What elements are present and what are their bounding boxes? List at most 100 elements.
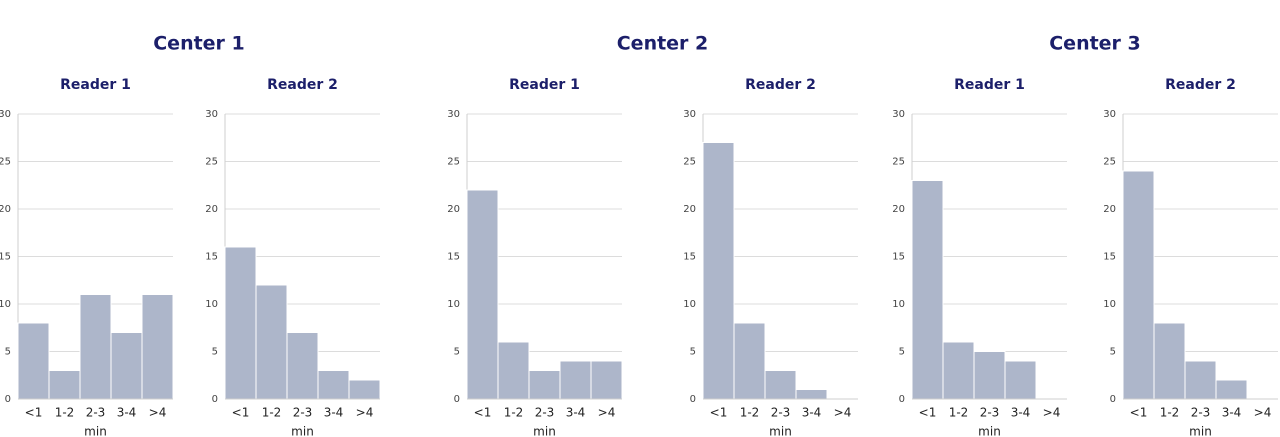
chart-title: Reader 2 bbox=[1165, 77, 1236, 93]
bar bbox=[702, 142, 735, 400]
y-tick-label: 10 bbox=[205, 299, 218, 310]
y-tick-label: 15 bbox=[447, 252, 460, 263]
x-tick-label: 2-3 bbox=[293, 406, 313, 420]
x-tick-label: 3-4 bbox=[566, 406, 586, 420]
bar bbox=[466, 189, 499, 400]
x-tick-label: 1-2 bbox=[504, 406, 524, 420]
bar bbox=[286, 332, 319, 400]
y-tick-label: 15 bbox=[0, 252, 11, 263]
y-tick-label: 25 bbox=[1103, 157, 1116, 168]
y-tick-label: 0 bbox=[1110, 394, 1116, 405]
x-tick-label: >4 bbox=[149, 406, 167, 420]
y-tick-label: 0 bbox=[5, 394, 11, 405]
bar bbox=[255, 284, 288, 400]
bar bbox=[1004, 360, 1037, 400]
bar bbox=[1153, 322, 1186, 400]
bar bbox=[911, 180, 944, 400]
x-tick-label: <1 bbox=[1130, 406, 1148, 420]
chart-title: Reader 2 bbox=[267, 77, 338, 93]
x-axis-label: min bbox=[291, 425, 314, 437]
y-tick-label: 10 bbox=[447, 299, 460, 310]
y-tick-label: 10 bbox=[0, 299, 11, 310]
bar bbox=[1184, 360, 1217, 400]
bar bbox=[141, 294, 174, 400]
y-tick-label: 30 bbox=[0, 109, 11, 120]
y-tick-label: 0 bbox=[690, 394, 696, 405]
group-title: Center 3 bbox=[1049, 33, 1141, 55]
x-axis-label: min bbox=[769, 425, 792, 437]
x-tick-label: 2-3 bbox=[535, 406, 555, 420]
chart-title: Reader 1 bbox=[60, 77, 131, 93]
bar bbox=[79, 294, 112, 400]
x-tick-label: 1-2 bbox=[262, 406, 282, 420]
y-tick-label: 10 bbox=[892, 299, 905, 310]
bar bbox=[559, 360, 592, 400]
bar bbox=[764, 370, 797, 400]
y-tick-label: 20 bbox=[0, 204, 11, 215]
y-tick-label: 25 bbox=[205, 157, 218, 168]
y-tick-label: 5 bbox=[1110, 347, 1116, 358]
x-axis-label: min bbox=[978, 425, 1001, 437]
bar bbox=[973, 351, 1006, 400]
bar bbox=[317, 370, 350, 400]
bar bbox=[590, 360, 623, 400]
bar bbox=[795, 389, 828, 400]
y-tick-label: 30 bbox=[892, 109, 905, 120]
y-tick-label: 30 bbox=[205, 109, 218, 120]
y-tick-label: 5 bbox=[454, 347, 460, 358]
y-tick-label: 20 bbox=[1103, 204, 1116, 215]
x-tick-label: 2-3 bbox=[1191, 406, 1211, 420]
bar bbox=[1122, 170, 1155, 400]
x-tick-label: 1-2 bbox=[55, 406, 75, 420]
bar bbox=[528, 370, 561, 400]
x-tick-label: <1 bbox=[710, 406, 728, 420]
x-axis-label: min bbox=[1189, 425, 1212, 437]
bar bbox=[17, 322, 50, 400]
x-tick-label: <1 bbox=[232, 406, 250, 420]
y-tick-label: 25 bbox=[892, 157, 905, 168]
x-tick-label: >4 bbox=[598, 406, 616, 420]
group-title: Center 1 bbox=[153, 33, 245, 55]
x-tick-label: 3-4 bbox=[802, 406, 822, 420]
x-tick-label: 2-3 bbox=[86, 406, 106, 420]
x-tick-label: 1-2 bbox=[949, 406, 969, 420]
y-tick-label: 15 bbox=[205, 252, 218, 263]
y-tick-label: 0 bbox=[899, 394, 905, 405]
x-axis-label: min bbox=[84, 425, 107, 437]
bar bbox=[348, 379, 381, 400]
bar bbox=[110, 332, 143, 400]
x-tick-label: 2-3 bbox=[980, 406, 1000, 420]
y-tick-label: 0 bbox=[212, 394, 218, 405]
x-tick-label: >4 bbox=[356, 406, 374, 420]
y-tick-label: 30 bbox=[447, 109, 460, 120]
y-tick-label: 15 bbox=[683, 252, 696, 263]
x-tick-label: >4 bbox=[834, 406, 852, 420]
x-tick-label: 2-3 bbox=[771, 406, 791, 420]
x-tick-label: 3-4 bbox=[1222, 406, 1242, 420]
group-title: Center 2 bbox=[617, 33, 709, 55]
bar bbox=[497, 341, 530, 400]
y-tick-label: 30 bbox=[1103, 109, 1116, 120]
y-tick-label: 10 bbox=[683, 299, 696, 310]
chart-title: Reader 1 bbox=[509, 77, 580, 93]
y-tick-label: 10 bbox=[1103, 299, 1116, 310]
y-tick-label: 5 bbox=[212, 347, 218, 358]
y-tick-label: 20 bbox=[892, 204, 905, 215]
bar bbox=[942, 341, 975, 400]
y-tick-label: 30 bbox=[683, 109, 696, 120]
y-tick-label: 25 bbox=[447, 157, 460, 168]
chart-title: Reader 1 bbox=[954, 77, 1025, 93]
x-tick-label: >4 bbox=[1043, 406, 1061, 420]
y-tick-label: 15 bbox=[1103, 252, 1116, 263]
bar bbox=[224, 246, 257, 400]
y-tick-label: 25 bbox=[0, 157, 11, 168]
x-tick-label: 3-4 bbox=[117, 406, 137, 420]
y-tick-label: 5 bbox=[899, 347, 905, 358]
y-tick-label: 20 bbox=[447, 204, 460, 215]
y-tick-label: 20 bbox=[205, 204, 218, 215]
y-tick-label: 0 bbox=[454, 394, 460, 405]
x-tick-label: <1 bbox=[474, 406, 492, 420]
x-tick-label: <1 bbox=[25, 406, 43, 420]
y-tick-label: 20 bbox=[683, 204, 696, 215]
bar bbox=[1215, 379, 1248, 400]
